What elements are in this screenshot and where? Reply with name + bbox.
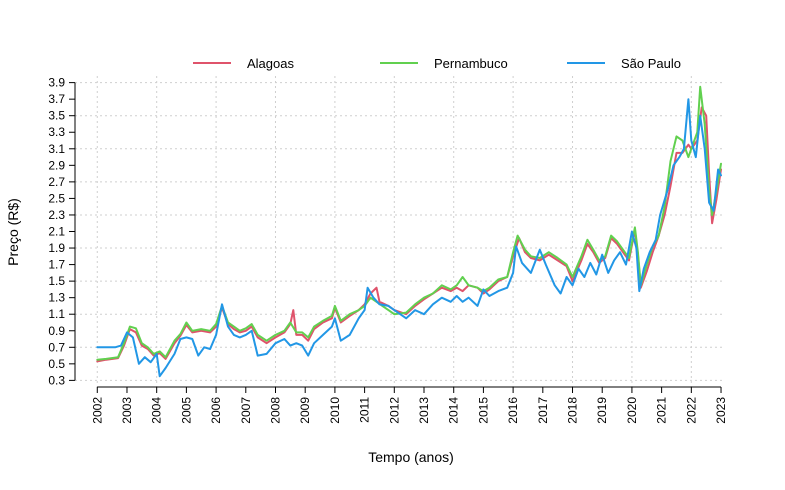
x-tick-label: 2013: [417, 397, 431, 424]
x-tick-label: 2018: [566, 397, 580, 424]
x-tick-label: 2004: [150, 397, 164, 424]
y-tick-label: 1.9: [48, 241, 65, 255]
y-axis-title: Preço (R$): [5, 198, 21, 266]
y-tick-label: 1.5: [48, 274, 65, 288]
x-tick-label: 2023: [714, 397, 728, 424]
legend: Alagoas Pernambuco São Paulo: [193, 56, 681, 71]
y-tick-label: 0.9: [48, 324, 65, 338]
y-tick-label: 2.1: [48, 225, 65, 239]
x-tick-label: 2019: [595, 397, 609, 424]
x-tick-label: 2006: [209, 397, 223, 424]
y-tick-label: 3.3: [48, 125, 65, 139]
axes: 0.3 0.5 0.7 0.9 1.1 1.3 1.5 1.7 1.9 2.1 2.3 2.5 2.7 2…: [48, 76, 728, 424]
y-tick-label: 1.7: [48, 258, 65, 272]
legend-label-sao-paulo: São Paulo: [621, 56, 681, 71]
series-line-alagoas: [96, 106, 722, 363]
y-tick-label: 3.1: [48, 142, 65, 156]
y-tick-label: 3.9: [48, 76, 65, 90]
y-tick-label: 2.9: [48, 158, 65, 172]
x-tick-label: 2015: [476, 397, 490, 424]
x-tick-label: 2020: [625, 397, 639, 424]
y-tick-label: 3.5: [48, 109, 65, 123]
x-tick-label: 2022: [684, 397, 698, 424]
y-tick-label: 2.7: [48, 175, 65, 189]
series-line-sao-paulo: [96, 98, 722, 378]
x-tick-label: 2012: [387, 397, 401, 424]
y-tick-label: 0.5: [48, 357, 65, 371]
x-tick-label: 2014: [447, 397, 461, 424]
x-tick-label: 2017: [536, 397, 550, 424]
y-tick-label: 1.1: [48, 307, 65, 321]
series-lines: [96, 85, 722, 378]
series-line-pernambuco: [96, 85, 722, 361]
x-tick-label: 2005: [179, 397, 193, 424]
x-tick-label: 2003: [120, 397, 134, 424]
x-tick-label: 2002: [90, 397, 104, 424]
x-tick-label: 2010: [328, 397, 342, 424]
y-tick-label: 0.3: [48, 373, 65, 387]
x-axis-title: Tempo (anos): [368, 449, 454, 465]
grid-lines: [75, 76, 724, 387]
x-tick-label: 2008: [268, 397, 282, 424]
x-tick-label: 2011: [358, 397, 372, 423]
x-tick-label: 2007: [239, 397, 253, 424]
y-tick-label: 3.7: [48, 92, 65, 106]
y-tick-label: 2.3: [48, 208, 65, 222]
y-tick-label: 1.3: [48, 291, 65, 305]
legend-label-pernambuco: Pernambuco: [434, 56, 508, 71]
x-tick-label: 2021: [655, 397, 669, 424]
x-tick-label: 2009: [298, 397, 312, 424]
legend-label-alagoas: Alagoas: [247, 56, 294, 71]
y-tick-label: 2.5: [48, 191, 65, 205]
x-tick-label: 2016: [506, 397, 520, 424]
y-tick-label: 0.7: [48, 340, 65, 354]
